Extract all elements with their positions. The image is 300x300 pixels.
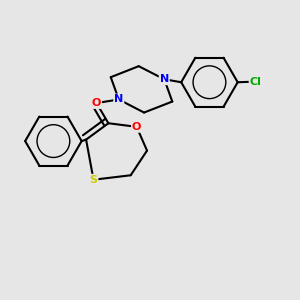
Text: S: S	[89, 175, 98, 185]
Text: N: N	[160, 74, 169, 84]
Text: O: O	[132, 122, 141, 132]
Text: Cl: Cl	[250, 76, 262, 87]
Text: N: N	[114, 94, 123, 104]
Text: O: O	[92, 98, 101, 108]
